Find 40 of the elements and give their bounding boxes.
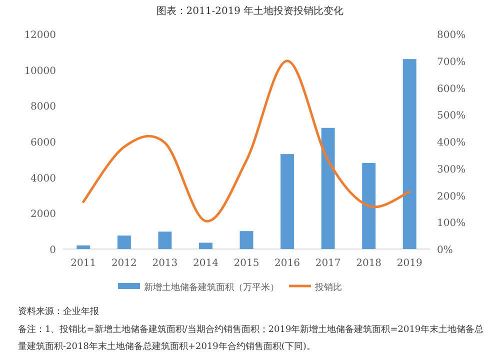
- x-tick-label: 2012: [111, 258, 137, 269]
- y-tick-label: 4000: [30, 173, 56, 184]
- y2-tick-label: 500%: [437, 110, 466, 122]
- y-tick-label: 12000: [24, 30, 56, 41]
- chart-title: 图表：2011-2019 年土地投资投销比变化: [156, 5, 344, 17]
- bar: [321, 128, 335, 249]
- y2-tick-label: 100%: [437, 218, 466, 230]
- bar: [280, 154, 294, 249]
- y2-tick-label: 200%: [437, 191, 466, 202]
- x-tick-label: 2014: [192, 258, 218, 269]
- y-tick-label: 10000: [24, 66, 56, 77]
- bar: [362, 163, 376, 249]
- bar: [198, 242, 212, 249]
- y2-tick-label: 600%: [437, 84, 466, 95]
- x-tick-label: 2017: [315, 258, 341, 269]
- legend-label: 新增土地储备建筑面积（万平米）: [144, 282, 279, 293]
- y-tick-label: 8000: [30, 102, 56, 113]
- bar: [240, 231, 254, 249]
- x-tick-label: 2019: [396, 258, 422, 269]
- x-tick-label: 2016: [274, 258, 300, 269]
- text: 资料来源：企业年报: [18, 306, 100, 319]
- y2-tick-label: 700%: [437, 56, 466, 68]
- bar: [117, 236, 131, 249]
- y-tick-label: 6000: [30, 138, 56, 148]
- x-tick-label: 2013: [152, 258, 178, 269]
- bar: [158, 232, 172, 249]
- x-tick-label: 2011: [70, 258, 96, 269]
- legend-label: 投销比: [314, 282, 342, 293]
- y2-tick-label: 300%: [437, 164, 466, 176]
- x-tick-label: 2018: [356, 258, 382, 269]
- line-series: [82, 60, 411, 222]
- y2-tick-label: 0%: [437, 245, 453, 256]
- text: 备注：1、投销比=新增土地储备建筑面积/当期合约销售面积；2019年新增土地储备建筑面积=2019年末土地储备总量建筑面积-2018年末土地储备总建筑面积+2019年合约销售面积(下同)。: [18, 324, 485, 354]
- bar: [76, 245, 90, 249]
- y-tick-label: 2000: [30, 209, 56, 220]
- y2-tick-label: 400%: [437, 138, 466, 148]
- y-tick-label: 0: [50, 245, 56, 256]
- x-tick-label: 2015: [234, 258, 260, 269]
- bar: [402, 59, 416, 249]
- y2-tick-label: 800%: [437, 30, 466, 41]
